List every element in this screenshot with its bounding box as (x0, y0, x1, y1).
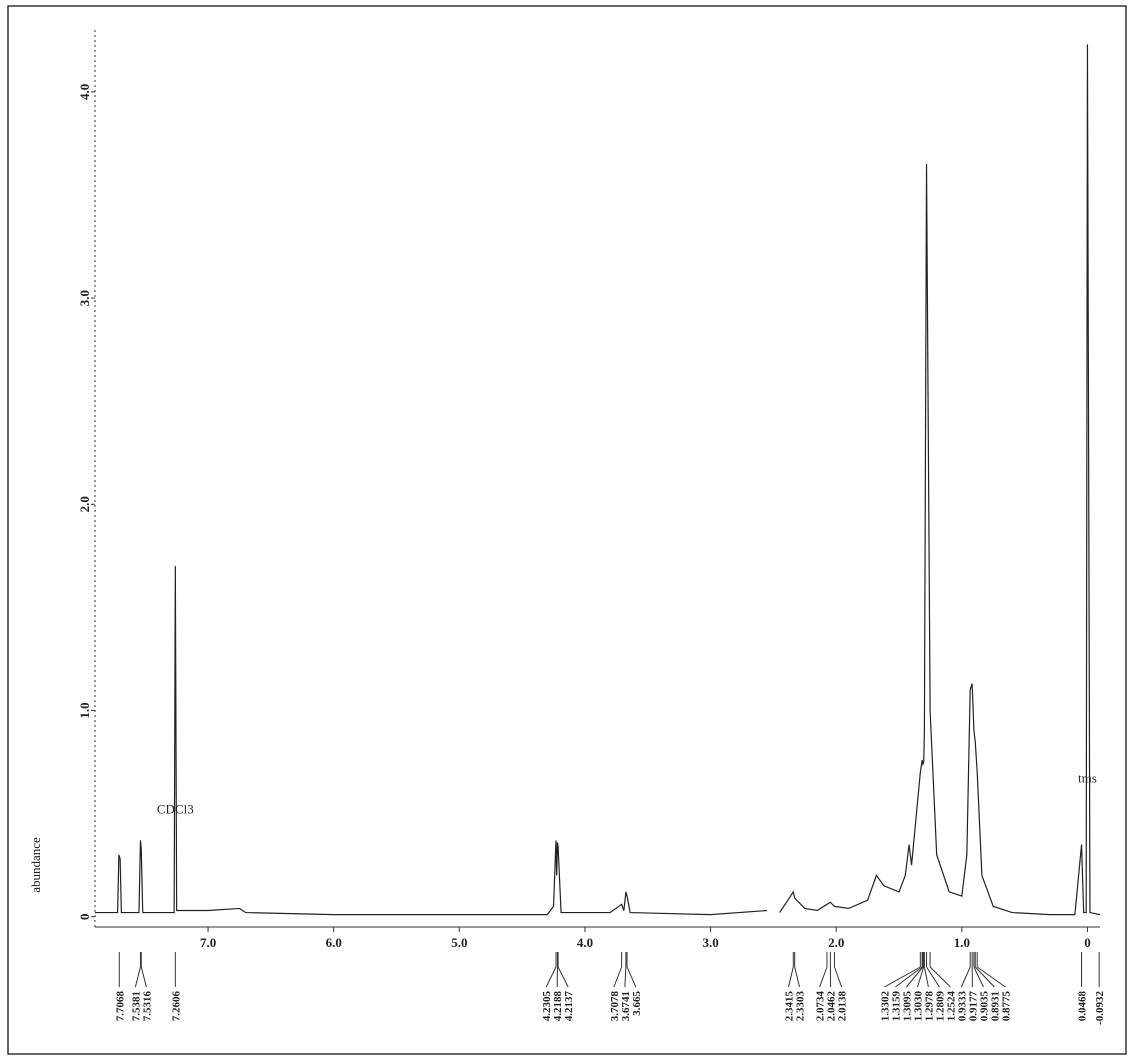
y-axis-label: abundance (28, 837, 43, 893)
peak-label: 0.8775 (1000, 991, 1012, 1022)
x-tick-label: 2.0 (828, 935, 844, 950)
x-tick-label: 3.0 (702, 935, 718, 950)
peak-connector (135, 967, 140, 987)
peak-label: 7.5316 (141, 991, 153, 1022)
peak-label: 2.0138 (837, 991, 849, 1022)
peak-connector (795, 967, 800, 987)
x-tick-label: 5.0 (451, 935, 467, 950)
x-tick-label: 6.0 (326, 935, 342, 950)
x-tick-label: 7.0 (200, 935, 216, 950)
peak-label: 2.3303 (794, 991, 806, 1022)
x-tick-label: 1.0 (954, 935, 970, 950)
peak-label: 7.7068 (114, 991, 126, 1022)
peak-connector (820, 967, 827, 987)
peak-connector (961, 967, 970, 987)
annotation: tms (1078, 771, 1097, 786)
y-tick-label: 4.0 (77, 84, 92, 100)
peak-connector (546, 967, 556, 987)
y-tick-label: 1.0 (77, 702, 92, 718)
y-tick-label: 0 (77, 913, 92, 920)
annotation: CDCl3 (157, 802, 194, 817)
peak-label: 7.2606 (170, 991, 182, 1022)
spectrum-line (95, 566, 767, 914)
peak-label: 3.665 (631, 991, 643, 1016)
peak-connector (614, 967, 622, 987)
peak-label: 0.0468 (1077, 991, 1089, 1022)
frame (8, 6, 1126, 1054)
peak-connector (834, 967, 841, 987)
spectrum-line (780, 44, 1100, 914)
chart: abundance 7.0 6.0 5.0 4.0 3.0 2.0 1.0 0 0 1.0 2.0 3… (0, 0, 1134, 1061)
peak-connector (627, 967, 636, 987)
peak-connector (924, 967, 928, 987)
peak-connector (558, 967, 568, 987)
y-tick-label: 2.0 (77, 496, 92, 512)
peak-label: -0.0932 (1094, 991, 1106, 1025)
x-tick-label: 4.0 (577, 935, 593, 950)
y-tick-label: 3.0 (77, 290, 92, 306)
peak-connector (141, 967, 146, 987)
page: {"chart_data": {"type": "line", "ylabel"… (0, 0, 1134, 1061)
peak-connector (788, 967, 793, 987)
peak-label: 4.2137 (563, 991, 575, 1022)
peak-connector (625, 967, 626, 987)
x-tick-label: 0 (1084, 935, 1091, 950)
